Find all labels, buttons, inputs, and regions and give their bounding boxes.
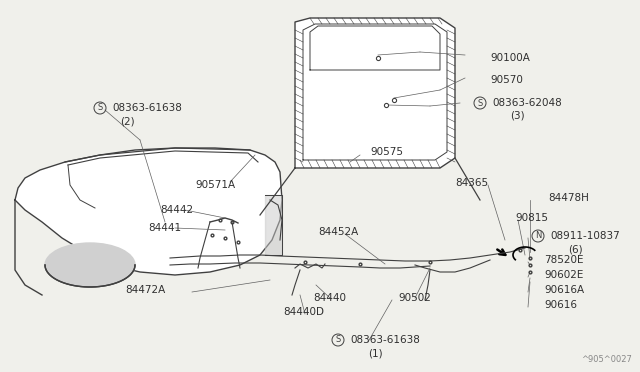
Text: N: N [535,231,541,241]
Text: 08363-62048: 08363-62048 [492,98,562,108]
Text: S: S [335,336,340,344]
Text: 90815: 90815 [515,213,548,223]
Text: 84440: 84440 [313,293,346,303]
Text: S: S [477,99,483,108]
Text: 84440D: 84440D [283,307,324,317]
Text: 90616: 90616 [544,300,577,310]
Text: (6): (6) [568,244,582,254]
Text: S: S [97,103,102,112]
Text: 78520E: 78520E [544,255,584,265]
Text: 90602E: 90602E [544,270,584,280]
Text: (3): (3) [510,111,525,121]
Polygon shape [295,18,455,168]
Text: 90570: 90570 [490,75,523,85]
Text: 90616A: 90616A [544,285,584,295]
Text: 08363-61638: 08363-61638 [350,335,420,345]
Ellipse shape [45,243,135,287]
Text: 84478H: 84478H [548,193,589,203]
Text: (1): (1) [368,348,383,358]
Text: 84452A: 84452A [318,227,358,237]
Polygon shape [265,195,282,255]
Text: 90100A: 90100A [490,53,530,63]
Text: 90571A: 90571A [195,180,235,190]
Text: 84441: 84441 [148,223,181,233]
Text: 84472A: 84472A [125,285,165,295]
Text: (2): (2) [120,116,134,126]
Text: 90575: 90575 [370,147,403,157]
Polygon shape [15,148,282,275]
Text: 84365: 84365 [455,178,488,188]
Text: 90502: 90502 [398,293,431,303]
Text: 08911-10837: 08911-10837 [550,231,620,241]
Text: 84442: 84442 [160,205,193,215]
Text: ^905^0027: ^905^0027 [581,355,632,364]
Text: 08363-61638: 08363-61638 [112,103,182,113]
